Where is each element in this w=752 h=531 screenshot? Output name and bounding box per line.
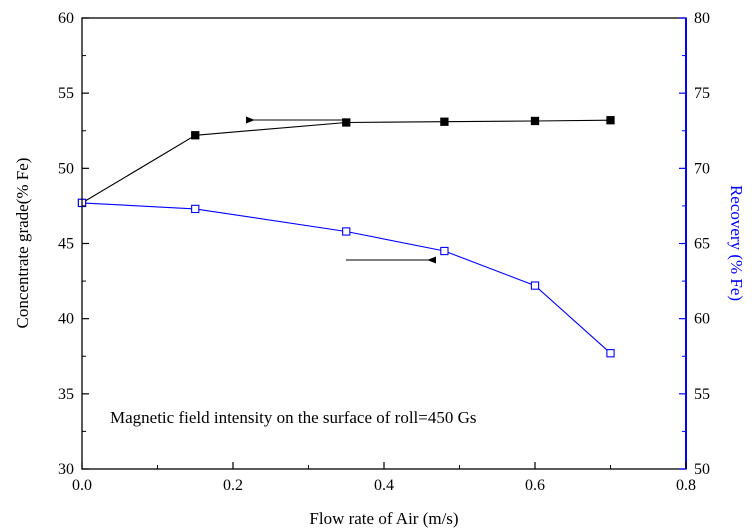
x-tick-label: 0.4	[374, 477, 394, 494]
y-right-axis-title: Recovery (% Fe)	[727, 185, 746, 301]
y-right-tick-label: 50	[694, 461, 710, 478]
y-left-tick-label: 60	[58, 10, 74, 27]
y-right-tick-label: 80	[694, 10, 710, 27]
grade-series-line	[81, 119, 611, 204]
recovery-data-point	[440, 246, 449, 256]
plot-frame	[81, 17, 687, 470]
y-right-tick-label: 55	[694, 386, 710, 403]
chart-annotation: Magnetic field intensity on the surface …	[110, 408, 477, 427]
y-right-tick-label: 65	[694, 236, 710, 253]
x-tick-label: 0.0	[72, 477, 92, 494]
y-right-tick-label: 70	[694, 160, 710, 177]
grade-data-point	[342, 118, 351, 127]
y-left-tick-label: 50	[58, 160, 74, 177]
x-axis-title: Flow rate of Air (m/s)	[309, 509, 458, 528]
marks-layer	[77, 116, 615, 358]
y-left-axis-title: Concentrate grade(% Fe)	[13, 158, 32, 329]
recovery-data-point	[606, 349, 615, 358]
x-tick-label: 0.2	[223, 477, 243, 494]
recovery-data-point	[342, 227, 351, 236]
recovery-data-point	[191, 204, 200, 214]
y-left-tick-label: 35	[58, 386, 74, 403]
y-left-tick-label: 40	[58, 311, 74, 328]
y-right-tick-label: 60	[694, 311, 710, 328]
y-left-tick-label: 45	[58, 236, 74, 253]
y-right-tick-label: 75	[694, 85, 710, 102]
y-left-tick-label: 30	[58, 461, 74, 478]
x-tick-label: 0.6	[525, 477, 545, 494]
grade-data-point	[606, 116, 615, 125]
grade-data-point	[191, 131, 200, 140]
grade-data-point	[530, 116, 540, 126]
y-left-tick-label: 55	[58, 85, 74, 102]
ticks-layer: 0.0 0.2 0.4 0.6 0.8 30 35 40 45 50 55 60 50 55 60 65 70 7…	[58, 10, 710, 494]
recovery-data-point	[530, 281, 540, 290]
grade-data-point	[440, 117, 449, 126]
x-tick-label: 0.8	[676, 477, 696, 494]
recovery-series-line	[81, 202, 611, 354]
